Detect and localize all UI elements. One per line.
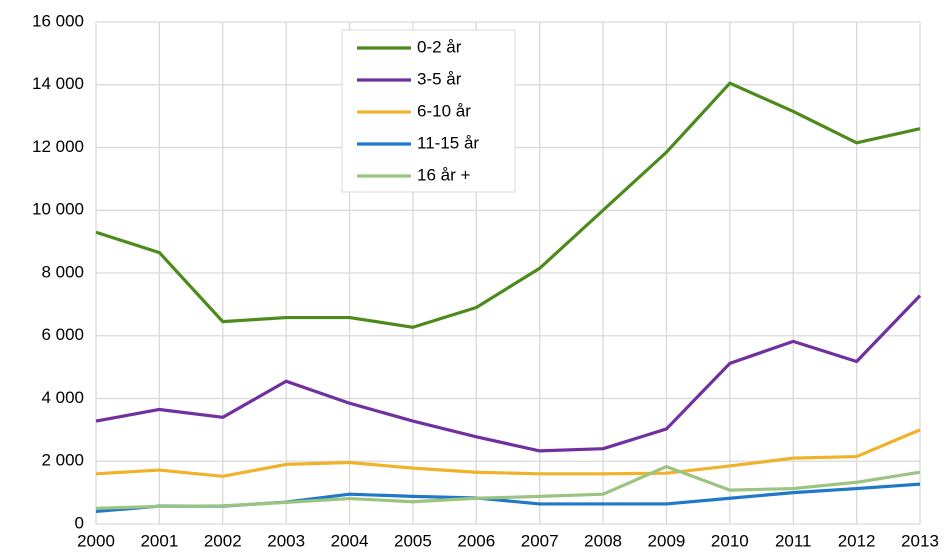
- x-tick-label: 2003: [267, 531, 305, 550]
- legend-label: 16 år +: [417, 165, 470, 184]
- x-tick-label: 2006: [457, 531, 495, 550]
- x-tick-label: 2013: [901, 531, 939, 550]
- x-tick-label: 2000: [77, 531, 115, 550]
- x-tick-label: 2002: [204, 531, 242, 550]
- series-line: [95, 81, 921, 329]
- legend-label: 0-2 år: [417, 37, 462, 56]
- series-line: [95, 294, 922, 453]
- x-tick-label: 2011: [775, 531, 812, 550]
- legend: 0-2 år 3-5 år 6-10 år 11-15 år 16 år +: [341, 29, 516, 193]
- x-tick-label: 2004: [331, 531, 369, 550]
- y-tick-label: 4 000: [41, 388, 84, 407]
- y-tick-label: 6 000: [41, 325, 84, 344]
- y-tick-label: 16 000: [32, 11, 84, 30]
- y-tick-label: 2 000: [41, 451, 84, 470]
- x-tick-label: 2008: [584, 531, 622, 550]
- x-tick-label: 2010: [711, 531, 749, 550]
- legend-label: 3-5 år: [417, 69, 462, 88]
- y-tick-label: 0: [75, 513, 84, 532]
- y-tick-label: 8 000: [41, 262, 84, 281]
- x-tick-label: 2007: [521, 531, 559, 550]
- y-tick-label: 14 000: [32, 74, 84, 93]
- x-tick-label: 2001: [140, 531, 178, 550]
- x-tick-label: 2009: [648, 531, 686, 550]
- y-tick-label: 12 000: [32, 137, 84, 156]
- x-tick-label: 2012: [838, 531, 876, 550]
- legend-label: 11-15 år: [417, 133, 479, 152]
- y-tick-label: 10 000: [32, 200, 84, 219]
- x-tick-label: 2005: [394, 531, 432, 550]
- series-line: [95, 464, 921, 510]
- legend-label: 6-10 år: [417, 101, 471, 120]
- series-line: [95, 428, 921, 478]
